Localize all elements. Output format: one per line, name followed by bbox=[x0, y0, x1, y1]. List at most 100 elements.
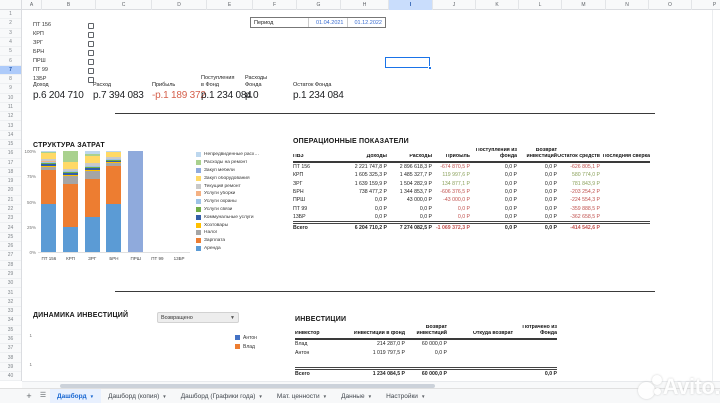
column-header-I[interactable]: I bbox=[389, 0, 433, 10]
selected-cell-I7[interactable] bbox=[385, 57, 432, 70]
row-header-31[interactable]: 31 bbox=[0, 288, 21, 298]
column-header-B[interactable]: B bbox=[42, 0, 96, 10]
structure-bar-БРН[interactable] bbox=[106, 151, 122, 252]
row-header-14[interactable]: 14 bbox=[0, 131, 21, 140]
column-header-G[interactable]: G bbox=[297, 0, 341, 10]
sheet-tab-Дашборд (копия)[interactable]: Дашборд (копия) ▼ bbox=[101, 389, 174, 403]
row-header-12[interactable]: 12 bbox=[0, 112, 21, 122]
checkbox-13БР[interactable] bbox=[88, 76, 94, 83]
period-from-date[interactable]: 01.04.2021 bbox=[315, 19, 344, 26]
column-header-D[interactable]: D bbox=[152, 0, 207, 10]
checkbox-ЗРГ[interactable] bbox=[88, 40, 94, 47]
sheet-tab-Дашборд[interactable]: Дашборд ▼ bbox=[50, 388, 102, 403]
cell: 0,0 Р bbox=[544, 180, 557, 187]
column-header-J[interactable]: J bbox=[433, 0, 476, 10]
column-header-M[interactable]: M bbox=[562, 0, 606, 10]
sheet-corner-box[interactable] bbox=[0, 0, 22, 10]
column-header-A[interactable]: A bbox=[22, 0, 42, 10]
row-header-29[interactable]: 29 bbox=[0, 270, 21, 280]
row-header-35[interactable]: 35 bbox=[0, 326, 21, 335]
structure-bar-КРП[interactable] bbox=[63, 151, 79, 252]
checkbox-БРН[interactable] bbox=[88, 49, 94, 56]
row-header-5[interactable]: 5 bbox=[0, 47, 21, 57]
row-header-8[interactable]: 8 bbox=[0, 75, 21, 85]
tab-menu-arrow-icon[interactable]: ▼ bbox=[322, 393, 328, 399]
structure-bar-ПТ 156[interactable] bbox=[41, 151, 57, 252]
structure-bar-ПРШ[interactable] bbox=[128, 151, 144, 252]
row-header-38[interactable]: 38 bbox=[0, 353, 21, 363]
row-header-25[interactable]: 25 bbox=[0, 233, 21, 243]
cell: 1 504 282,9 Р bbox=[399, 180, 432, 187]
metric-label: Расходы Фонда bbox=[245, 75, 268, 88]
add-sheet-button[interactable]: + bbox=[26, 391, 32, 401]
column-header-P[interactable]: P bbox=[692, 0, 720, 10]
column-header-C[interactable]: C bbox=[96, 0, 152, 10]
column-header-H[interactable]: H bbox=[341, 0, 389, 10]
row-header-37[interactable]: 37 bbox=[0, 344, 21, 354]
column-header-K[interactable]: K bbox=[476, 0, 519, 10]
sheet-tab-Дашборд (Графики года)[interactable]: Дашборд (Графики года) ▼ bbox=[174, 389, 270, 403]
row-header-2[interactable]: 2 bbox=[0, 19, 21, 29]
row-header-7[interactable]: 7 bbox=[0, 65, 21, 75]
tab-menu-arrow-icon[interactable]: ▼ bbox=[420, 393, 426, 399]
row-header-30[interactable]: 30 bbox=[0, 279, 21, 289]
horizontal-scrollbar[interactable] bbox=[22, 381, 720, 388]
row-header-6[interactable]: 6 bbox=[0, 56, 21, 66]
row-header-33[interactable]: 33 bbox=[0, 307, 21, 317]
row-header-21[interactable]: 21 bbox=[0, 196, 21, 205]
row-header-36[interactable]: 36 bbox=[0, 335, 21, 345]
tab-menu-arrow-icon[interactable]: ▼ bbox=[162, 393, 167, 399]
dynamics-filter-dropdown[interactable]: Возвращено ▼ bbox=[157, 312, 239, 323]
checkbox-ПРШ[interactable] bbox=[88, 58, 94, 65]
row-header-10[interactable]: 10 bbox=[0, 94, 21, 103]
segment-Закуп мебели bbox=[128, 151, 144, 252]
checkbox-КРП[interactable] bbox=[88, 31, 94, 38]
row-header-11[interactable]: 11 bbox=[0, 103, 21, 113]
column-header-N[interactable]: N bbox=[606, 0, 649, 10]
row-header-20[interactable]: 20 bbox=[0, 186, 21, 196]
row-header-16[interactable]: 16 bbox=[0, 149, 21, 159]
row-header-40[interactable]: 40 bbox=[0, 372, 21, 382]
structure-xlabel: ЗРГ bbox=[88, 256, 97, 261]
row-header-26[interactable]: 26 bbox=[0, 242, 21, 252]
row-header-24[interactable]: 24 bbox=[0, 223, 21, 233]
legend-label: Аренда bbox=[204, 245, 221, 251]
row-header-18[interactable]: 18 bbox=[0, 168, 21, 178]
row-header-27[interactable]: 27 bbox=[0, 251, 21, 261]
scrollbar-thumb[interactable] bbox=[60, 383, 435, 388]
row-header-13[interactable]: 13 bbox=[0, 121, 21, 131]
header-cell: Доходы bbox=[366, 153, 387, 159]
tab-menu-arrow-icon[interactable]: ▼ bbox=[367, 393, 373, 399]
checkbox-ПТ 156[interactable] bbox=[88, 22, 94, 29]
row-header-28[interactable]: 28 bbox=[0, 261, 21, 270]
column-header-E[interactable]: E bbox=[207, 0, 253, 10]
column-header-L[interactable]: L bbox=[519, 0, 562, 10]
sheet-tab-Настройки[interactable]: Настройки ▼ bbox=[379, 389, 432, 403]
fill-handle[interactable] bbox=[428, 66, 432, 70]
row-header-22[interactable]: 22 bbox=[0, 205, 21, 215]
row-header-19[interactable]: 19 bbox=[0, 177, 21, 187]
row-header-4[interactable]: 4 bbox=[0, 38, 21, 48]
segment-Хозтовары bbox=[63, 175, 79, 177]
row-header-3[interactable]: 3 bbox=[0, 29, 21, 38]
row-header-15[interactable]: 15 bbox=[0, 140, 21, 150]
legend-swatch bbox=[235, 335, 240, 340]
tab-menu-arrow-icon[interactable]: ▼ bbox=[258, 393, 263, 399]
column-header-F[interactable]: F bbox=[253, 0, 297, 10]
sheet-tab-Мат. ценности[interactable]: Мат. ценности ▼ bbox=[270, 389, 334, 403]
row-header-34[interactable]: 34 bbox=[0, 316, 21, 326]
tab-menu-arrow-icon[interactable]: ▼ bbox=[89, 393, 95, 399]
row-header-17[interactable]: 17 bbox=[0, 159, 21, 168]
structure-bar-ЗРГ[interactable] bbox=[84, 151, 100, 252]
all-sheets-menu-icon[interactable]: ☰ bbox=[39, 392, 47, 399]
column-header-O[interactable]: O bbox=[649, 0, 692, 10]
checkbox-ПТ 99[interactable] bbox=[88, 67, 94, 74]
row-header-1[interactable]: 1 bbox=[0, 10, 21, 20]
row-header-23[interactable]: 23 bbox=[0, 214, 21, 224]
row-header-39[interactable]: 39 bbox=[0, 363, 21, 372]
row-header-32[interactable]: 32 bbox=[0, 298, 21, 307]
row-header-9[interactable]: 9 bbox=[0, 84, 21, 94]
table-total-row: Всего 1 234 084,5 Р 60 000,0 Р 0,0 Р bbox=[295, 366, 557, 378]
sheet-tab-Данные[interactable]: Данные ▼ bbox=[334, 389, 379, 403]
period-to-date[interactable]: 01.12.2022 bbox=[346, 18, 386, 27]
